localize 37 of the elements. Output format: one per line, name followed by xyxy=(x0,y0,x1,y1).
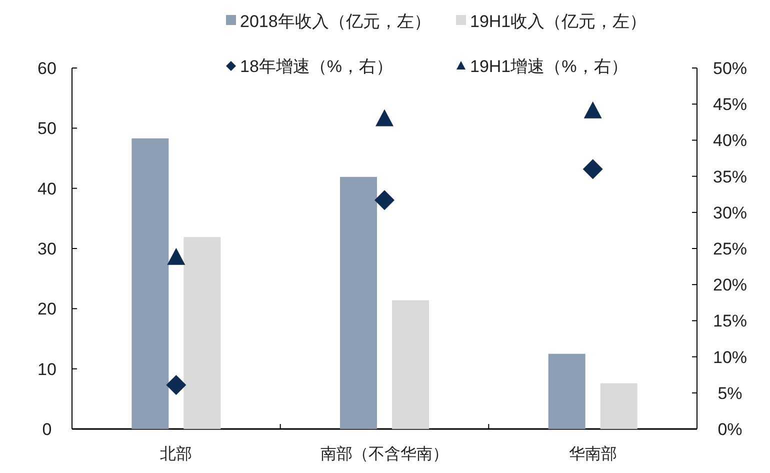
point xyxy=(376,109,394,126)
y-tick-label: 50 xyxy=(38,119,56,138)
y2-tick-label: 15% xyxy=(712,312,748,331)
y-tick-label: 30 xyxy=(38,240,56,258)
y2-tick-label: 45% xyxy=(712,95,748,114)
y2-tick-label: 40% xyxy=(712,131,748,150)
y-tick-label: 60 xyxy=(38,59,56,78)
y2-tick-label: 0% xyxy=(718,420,742,439)
point xyxy=(374,190,394,210)
legend-label: 18年增速（%，右） xyxy=(240,57,394,76)
y-tick-label: 10 xyxy=(38,360,56,379)
bar xyxy=(132,138,169,429)
legend-label: 19H1增速（%，右） xyxy=(470,57,628,76)
bar xyxy=(392,300,429,429)
bar xyxy=(600,383,638,429)
y2-tick-label: 20% xyxy=(712,276,748,295)
bar xyxy=(184,237,221,429)
x-tick-label: 南部（不含华南） xyxy=(320,445,448,463)
y2-tick-label: 10% xyxy=(712,348,748,367)
y2-tick-label: 5% xyxy=(718,384,742,403)
x-tick-label: 北部 xyxy=(160,445,192,463)
point xyxy=(582,159,603,180)
y2-tick-label: 30% xyxy=(712,203,748,222)
y2-tick-label: 50% xyxy=(712,59,748,78)
point xyxy=(166,374,186,395)
bar xyxy=(340,176,377,429)
y2-tick-label: 35% xyxy=(712,167,748,186)
y-tick-label: 20 xyxy=(38,300,56,319)
x-tick-label: 华南部 xyxy=(568,445,617,463)
legend-label: 19H1收入（亿元，左） xyxy=(470,12,647,31)
point xyxy=(167,248,186,265)
bar xyxy=(548,354,586,429)
legend-label: 2018年收入（亿元，左） xyxy=(240,12,431,31)
point xyxy=(584,101,602,118)
y-tick-label: 40 xyxy=(38,179,56,198)
y2-tick-label: 25% xyxy=(712,240,748,258)
y-tick-label: 0 xyxy=(42,420,52,439)
